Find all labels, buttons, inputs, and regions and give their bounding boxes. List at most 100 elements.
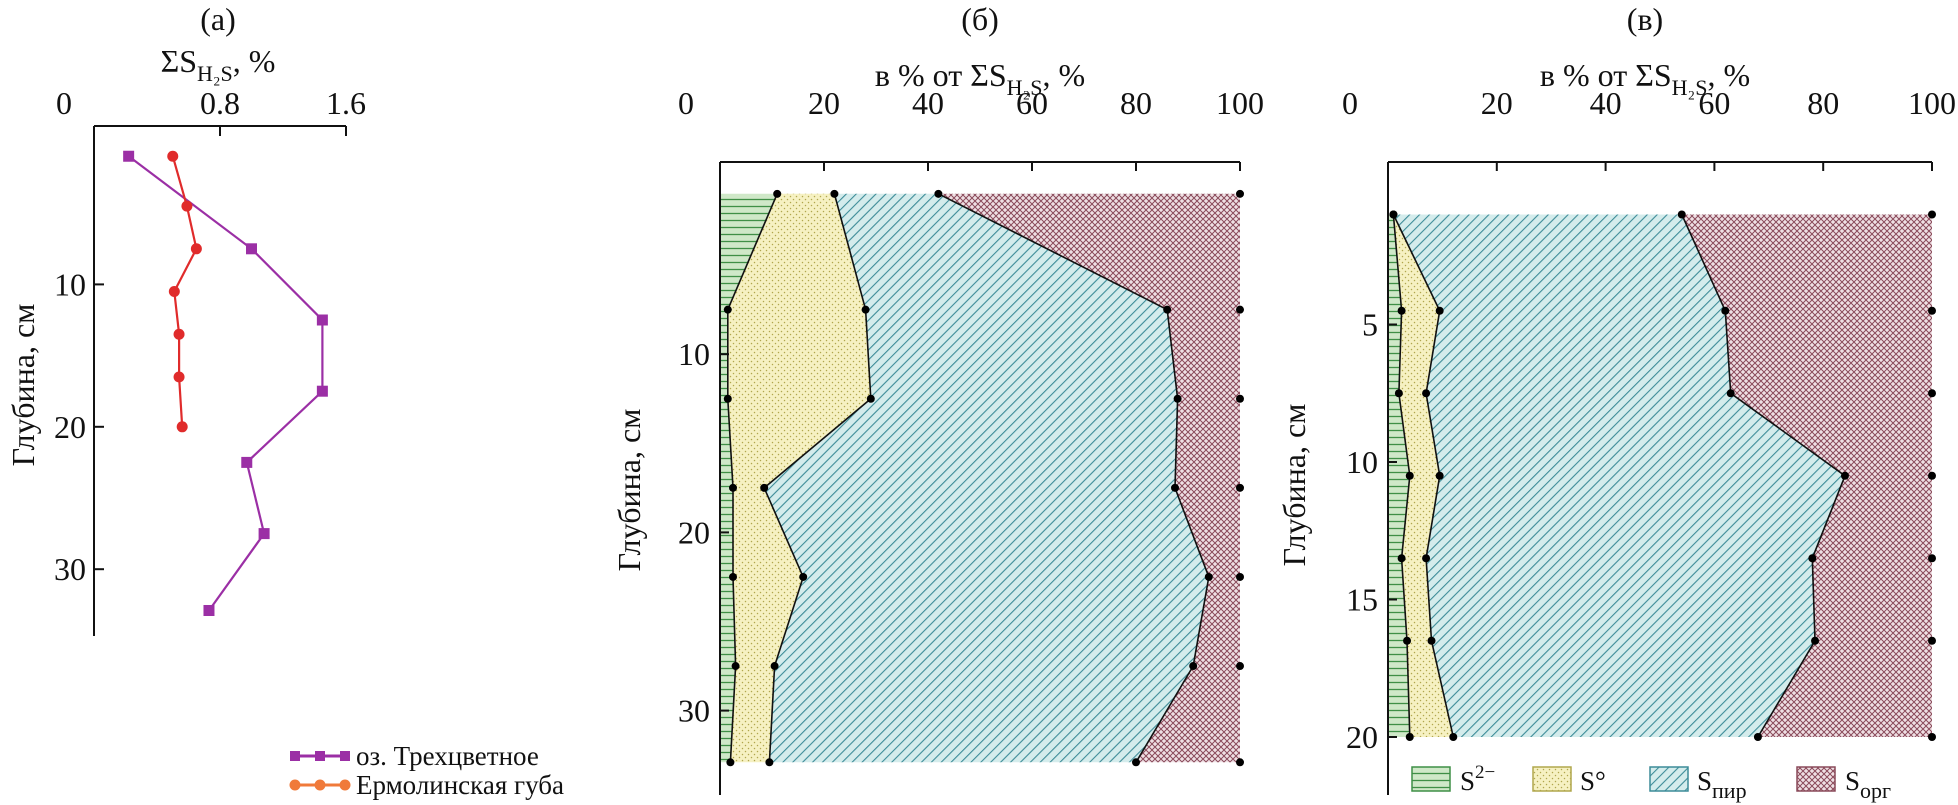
pb-point-Sorg (1236, 189, 1244, 198)
pb-point-Spir (934, 189, 943, 198)
pc-point-S0 (1449, 733, 1458, 741)
pb-x-tick-label: 100 (1216, 85, 1264, 121)
panel-a-series2-point (168, 286, 180, 298)
panel-a-x-tick-labels: 0 0.8 1.6 (56, 85, 366, 121)
pc-x-tick-label: 100 (1908, 85, 1956, 121)
pc-x-tick-label: 20 (1481, 85, 1513, 121)
panel-a-x-title: ΣSH₂S, % (161, 43, 276, 86)
pc-point-S0 (1422, 554, 1431, 563)
panel-b-x-title: в % от ΣSH₂S, % (875, 57, 1085, 100)
pc-point-S2m (1405, 733, 1414, 741)
panel-c-areas (1388, 210, 1936, 741)
pb-point-Sorg (1236, 483, 1244, 492)
legend-label-series1: оз. Трехцветное (356, 741, 539, 771)
pc-point-Spir (1721, 306, 1730, 315)
panel-c-axes (1387, 161, 1933, 795)
pb-point-Spir (1163, 305, 1172, 314)
pb-point-S2m (723, 394, 732, 403)
panel-c-x-tick-labels: 0 20 40 60 80 100 (1342, 85, 1956, 121)
panel-b-areas (720, 189, 1244, 767)
pb-point-Sorg (1236, 662, 1244, 671)
panel-b: (б) в % от ΣSH₂S, % 0 20 40 60 80 100 102030 … (611, 1, 1264, 795)
pc-x-tick-label: 60 (1698, 85, 1730, 121)
pc-y-tick-label: 15 (1346, 582, 1378, 618)
panel-b-y-tick-labels: 10 20 30 (678, 336, 710, 728)
legend-marker-series2-c (339, 779, 351, 791)
pb-point-S0 (861, 305, 870, 314)
pc-point-Sorg (1928, 306, 1936, 315)
pc-point-S2m (1394, 389, 1403, 398)
legend-marker-series2-b (314, 779, 326, 791)
panel-a-axes (93, 125, 347, 636)
legend-swatch-sorg (1796, 766, 1836, 792)
pc-point-S2m (1403, 636, 1412, 645)
pb-area-S0 (727, 193, 871, 763)
pc-point-S2m (1397, 306, 1406, 315)
legend-swatch-s2 (1411, 766, 1451, 792)
panel-a-series2-point (167, 150, 179, 162)
panel-a-series1-point (203, 604, 215, 616)
pb-point-Spir (1173, 394, 1182, 403)
legend-swatch-s0 (1532, 766, 1572, 792)
panel-a-x-tick-label: 1.6 (326, 85, 366, 121)
panel-a-series2-point (190, 243, 202, 255)
pc-point-Spir (1753, 733, 1762, 741)
panel-c-y-title: Глубина, см (1276, 404, 1312, 567)
panel-a-y-tick-label: 20 (54, 409, 86, 445)
pc-point-Sorg (1928, 554, 1936, 563)
panel-a-series2-point (176, 421, 188, 433)
panel-a-series1-point (241, 456, 253, 468)
panel-a-label: (а) (200, 1, 236, 37)
pb-x-tick-label: 40 (912, 85, 944, 121)
panel-a-series1-point (316, 314, 328, 326)
panel-a-x-tick-label: 0 (56, 85, 72, 121)
panel-a-series2-point (173, 371, 185, 383)
panel-b-y-title: Глубина, см (611, 409, 647, 572)
panel-c-legend: S2− S° Sпир Sорг (1411, 762, 1891, 803)
pc-point-Sorg (1928, 636, 1936, 645)
panel-a-y-tick-label: 30 (54, 551, 86, 587)
pb-point-Spir (1171, 483, 1179, 492)
pc-x-tick-label: 0 (1342, 85, 1358, 121)
pb-point-Sorg (1236, 758, 1244, 767)
pb-point-Spir (1204, 572, 1213, 581)
legend-marker-series1-c (340, 751, 350, 761)
panel-a-y-title: Глубина, см (5, 304, 41, 467)
pb-point-Spir (1189, 662, 1198, 671)
pb-area-S2m (720, 193, 778, 763)
panel-a-series2-point (173, 328, 185, 340)
pc-point-S0 (1435, 471, 1444, 480)
panel-a-series1-point (258, 528, 270, 540)
pc-point-S0 (1422, 389, 1431, 398)
legend-label-s0: S° (1580, 766, 1606, 796)
pc-point-S2m (1397, 554, 1406, 563)
pc-point-Sorg (1928, 210, 1936, 219)
legend-swatch-spir (1649, 766, 1689, 792)
panel-c: (в) в % от ΣSH₂S, % 0 20 40 60 80 100 5 10 15 20… (1276, 1, 1956, 803)
legend-marker-series2-a (289, 779, 301, 791)
panel-a-y-tick-label: 10 (54, 266, 86, 302)
pb-point-S2m (729, 483, 737, 492)
pb-point-S0 (799, 572, 808, 581)
pc-point-S2m (1405, 471, 1414, 480)
pc-point-S0 (1389, 210, 1398, 219)
legend-label-s2: S2− (1460, 762, 1495, 796)
panel-c-y-tick-labels: 5 10 15 20 (1346, 307, 1378, 756)
pb-point-S2m (726, 758, 735, 767)
panel-a-series1-point (316, 385, 328, 397)
pb-y-tick-label: 20 (678, 514, 710, 550)
pc-point-S0 (1427, 636, 1436, 645)
pc-y-tick-label: 5 (1362, 307, 1378, 343)
panel-b-label: (б) (961, 1, 999, 37)
panel-a-y-tick-labels: 10 20 30 (54, 266, 86, 587)
pb-point-S2m (729, 572, 737, 581)
pb-point-S0 (760, 483, 769, 492)
pb-point-Sorg (1236, 394, 1244, 403)
pc-point-Sorg (1928, 471, 1936, 480)
pc-x-tick-label: 80 (1807, 85, 1839, 121)
panel-a-series1-line (128, 155, 324, 612)
pb-point-Sorg (1236, 572, 1244, 581)
pc-point-Spir (1808, 554, 1817, 563)
panel-c-label: (в) (1627, 1, 1663, 37)
